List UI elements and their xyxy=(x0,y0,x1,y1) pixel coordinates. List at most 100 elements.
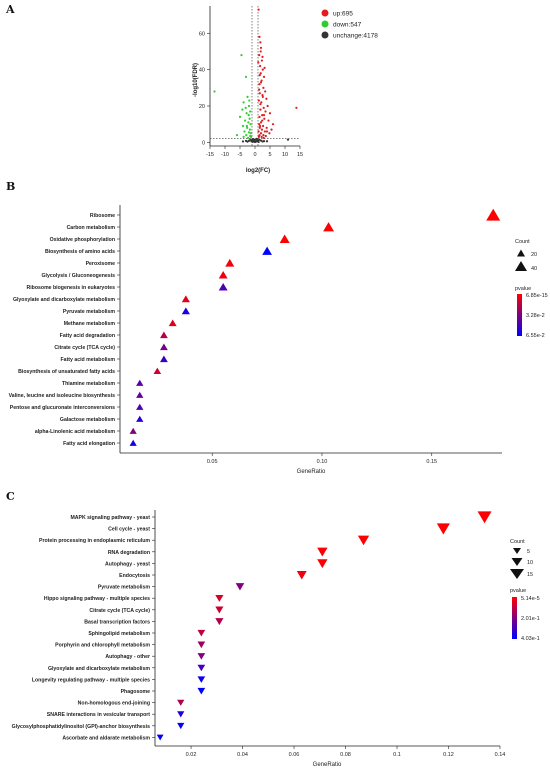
c-count-marker-10 xyxy=(511,558,523,566)
c-x-label: GeneRatio xyxy=(313,762,342,768)
volcano-point-down xyxy=(242,135,245,139)
volcano-point-down xyxy=(247,104,251,108)
volcano-point-up xyxy=(295,106,298,109)
volcano-point-up xyxy=(259,132,263,135)
c-count-label-5: 5 xyxy=(527,549,530,555)
b-marker-pentose-and-glucuronate-interconversions xyxy=(136,403,144,410)
volcano-point-unchange xyxy=(265,140,269,143)
c-pvalue-label-mid: 2.01e-1 xyxy=(521,616,540,622)
c-x-tick-label: 0.14 xyxy=(495,752,506,758)
volcano-point-down xyxy=(249,123,252,126)
b-category-label-biosynthesis-of-amino-acids: Biosynthesis of amino acids xyxy=(45,249,115,255)
b-category-label-fatty-acid-elongation: Fatty acid elongation xyxy=(63,441,115,447)
volcano-point-up xyxy=(258,83,261,86)
volcano-point-up xyxy=(260,135,263,139)
volcano-point-unchange xyxy=(262,139,266,143)
b-pvalue-label-mid: 3.28e-2 xyxy=(526,313,545,319)
volcano-point-down xyxy=(246,95,249,99)
volcano-point-up xyxy=(263,130,266,133)
c-marker-autophagy-other xyxy=(197,653,206,660)
c-category-label-cell-cycle-yeast: Cell cycle - yeast xyxy=(108,527,150,533)
b-category-label-ribosome: Ribosome xyxy=(90,213,115,219)
c-marker-mapk-signaling-pathway-yeast xyxy=(477,511,492,524)
c-marker-citrate-cycle-tca-cycle xyxy=(215,606,224,614)
volcano-point-down xyxy=(249,110,252,113)
volcano-point-up xyxy=(262,106,265,109)
volcano-point-up xyxy=(258,115,261,119)
volcano-y-tick-label: 20 xyxy=(199,104,205,110)
volcano-point-up xyxy=(260,59,263,62)
legend-up-label: up:695 xyxy=(333,11,353,18)
volcano-point-up xyxy=(258,133,261,137)
c-marker-glycosylphosphatidylinositol-gpi-anchor-biosynthesis xyxy=(177,722,185,730)
volcano-point-unchange xyxy=(255,137,258,141)
volcano-point-up xyxy=(259,64,262,68)
volcano-point-up xyxy=(259,103,262,106)
c-category-label-basal-transcription-factors: Basal transcription factors xyxy=(84,619,150,625)
volcano-point-up xyxy=(264,110,267,113)
volcano-point-down xyxy=(244,106,247,109)
c-category-label-porphyrin-and-chlorophyll-metabolism: Porphyrin and chlorophyll metabolism xyxy=(55,643,150,649)
volcano-point-up xyxy=(262,86,265,89)
b-category-label-peroxisome: Peroxisome xyxy=(86,261,116,267)
b-category-label-carbon-metabolism: Carbon metabolism xyxy=(67,225,116,231)
c-marker-non-homologous-end-joining xyxy=(177,699,185,706)
b-x-tick-label: 0.15 xyxy=(426,459,437,465)
c-marker-hippo-signaling-pathway-multiple-species xyxy=(215,594,224,602)
volcano-point-up xyxy=(266,104,269,108)
volcano-point-up xyxy=(259,46,263,49)
c-pvalue-label-max: 4.03e-1 xyxy=(521,636,540,642)
volcano-point-up xyxy=(259,41,262,44)
volcano-legend: up:695 down:547 unchange:4178 xyxy=(321,9,378,40)
b-marker-oxidative-phosphorylation xyxy=(279,234,290,244)
volcano-point-up xyxy=(261,68,264,71)
c-count-marker-15 xyxy=(510,569,524,579)
c-category-label-rna-degradation: RNA degradation xyxy=(108,550,150,556)
c-category-label-non-homologous-end-joining: Non-homologous end-joining xyxy=(78,701,150,707)
b-category-label-fatty-acid-metabolism: Fatty acid metabolism xyxy=(61,357,116,363)
legend-unchange-label: unchange:4178 xyxy=(333,33,378,40)
volcano-point-unchange xyxy=(241,140,245,143)
volcano-point-up xyxy=(260,101,263,104)
b-count-title: Count xyxy=(515,239,530,245)
c-marker-endocytosis xyxy=(296,571,307,580)
volcano-point-up xyxy=(265,126,268,129)
volcano-point-down xyxy=(248,128,251,131)
c-category-label-glycosylphosphatidylinositol-gpi-anchor-biosynthesis: Glycosylphosphatidylinositol (GPI)-ancho… xyxy=(12,724,150,730)
volcano-point-up xyxy=(259,108,262,111)
b-category-label-glycolysis-gluconeogenesis: Glycolysis / Gluconeogenesis xyxy=(41,273,115,279)
volcano-point-down xyxy=(247,136,250,139)
c-category-label-autophagy-other: Autophagy - other xyxy=(105,654,150,660)
volcano-x-tick-label: -5 xyxy=(238,152,243,158)
legend-down-swatch xyxy=(321,20,329,28)
volcano-y-label: -log10(FDR) xyxy=(193,63,199,97)
b-category-label-alpha-linolenic-acid-metabolism: alpha-Linolenic acid metabolism xyxy=(35,429,116,435)
c-pvalue-label-min: 5.14e-5 xyxy=(521,596,540,602)
b-pvalue-legend: pvalue 6.85e-15 3.28e-2 6.55e-2 xyxy=(515,286,548,339)
c-marker-glyoxylate-and-dicarboxylate-metabolism xyxy=(197,664,206,672)
c-marker-rna-degradation xyxy=(317,547,328,557)
c-category-label-sphingolipid-metabolism: Sphingolipid metabolism xyxy=(88,631,150,637)
volcano-point-up xyxy=(261,95,264,99)
volcano-point-up xyxy=(257,8,260,11)
volcano-point-up xyxy=(262,124,265,128)
b-count-marker-large xyxy=(515,261,527,271)
c-x-tick-label: 0.04 xyxy=(237,752,248,758)
volcano-point-up xyxy=(258,126,261,129)
b-count-marker-small xyxy=(517,249,525,257)
panel-label-a: A xyxy=(5,3,15,16)
volcano-y-tick-label: 0 xyxy=(202,140,205,146)
b-marker-biosynthesis-of-unsaturated-fatty-acids xyxy=(153,367,162,375)
volcano-point-down xyxy=(243,130,246,133)
volcano-point-unchange xyxy=(244,139,248,143)
volcano-point-down xyxy=(247,131,251,134)
b-marker-valine-leucine-and-isoleucine-biosynthesis xyxy=(136,391,144,398)
volcano-point-down xyxy=(240,53,243,57)
c-x-tick-label: 0.1 xyxy=(393,752,401,758)
volcano-point-up xyxy=(271,123,275,126)
volcano-point-down xyxy=(235,133,239,137)
b-marker-ribosome xyxy=(486,208,501,221)
c-pvalue-legend: pvalue 5.14e-5 2.01e-1 4.03e-1 xyxy=(510,588,540,642)
volcano-point-up xyxy=(258,35,261,39)
